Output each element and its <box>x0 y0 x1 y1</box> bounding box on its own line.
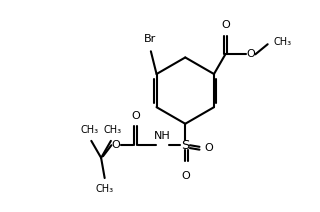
Text: CH₃: CH₃ <box>81 125 99 135</box>
Text: CH₃: CH₃ <box>103 125 122 135</box>
Text: S: S <box>181 139 189 152</box>
Text: O: O <box>247 49 256 59</box>
Text: O: O <box>131 111 140 121</box>
Text: O: O <box>111 140 120 150</box>
Text: Br: Br <box>144 34 156 44</box>
Text: O: O <box>204 143 213 153</box>
Text: NH: NH <box>154 131 171 141</box>
Text: CH₃: CH₃ <box>273 37 292 47</box>
Text: O: O <box>181 171 190 181</box>
Text: O: O <box>221 20 230 30</box>
Text: CH₃: CH₃ <box>96 184 114 194</box>
